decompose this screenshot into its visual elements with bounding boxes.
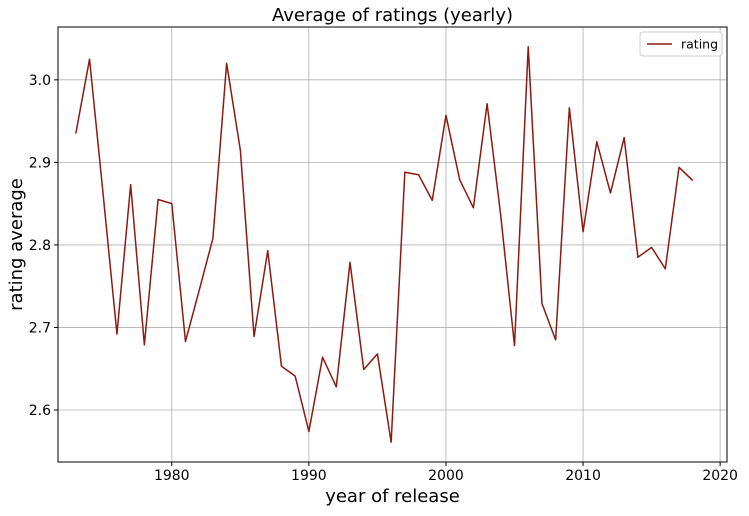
data-point	[102, 194, 105, 197]
x-tick-label: 2020	[702, 468, 738, 484]
x-axis-label: year of release	[325, 486, 460, 507]
y-axis-label: rating average	[6, 178, 27, 311]
data-point	[431, 199, 434, 202]
data-point	[568, 106, 571, 109]
data-point	[294, 375, 297, 378]
legend-box	[639, 31, 723, 57]
data-point	[280, 365, 283, 368]
data-point	[335, 385, 338, 388]
grid-lines	[58, 27, 727, 462]
y-tick-label: 2.6	[29, 403, 51, 419]
legend: rating	[639, 31, 723, 57]
y-tick-label: 2.7	[29, 320, 51, 336]
data-point	[253, 335, 256, 338]
data-point	[650, 246, 653, 249]
data-point	[239, 148, 242, 151]
data-point	[225, 62, 228, 65]
y-tick-label: 2.8	[29, 238, 51, 254]
data-point	[198, 289, 201, 292]
data-point	[403, 171, 406, 174]
data-point	[170, 202, 173, 205]
data-point	[115, 333, 118, 336]
data-point	[664, 267, 667, 270]
data-point	[595, 140, 598, 143]
data-point	[486, 102, 489, 105]
data-point	[157, 198, 160, 201]
axis-ticks: 1980 1990 2000 2010 2020 2.6 2.7 2.8 2.9 3.0	[29, 73, 738, 484]
x-tick-label: 2000	[428, 468, 464, 484]
data-point	[499, 215, 502, 218]
data-point	[623, 136, 626, 139]
data-point	[390, 441, 393, 444]
data-point	[636, 256, 639, 259]
data-point	[321, 356, 324, 359]
data-point	[513, 344, 516, 347]
data-point	[582, 230, 585, 233]
chart-title: Average of ratings (yearly)	[272, 5, 513, 26]
data-point	[74, 132, 77, 135]
series-line-rating	[75, 46, 694, 443]
data-point	[444, 114, 447, 117]
data-point	[527, 45, 530, 48]
data-point	[554, 338, 557, 341]
data-point	[143, 343, 146, 346]
plot-area-frame	[57, 26, 728, 463]
data-point	[307, 430, 310, 433]
x-tick-label: 1990	[291, 468, 327, 484]
data-point	[472, 206, 475, 209]
x-tick-label: 2010	[565, 468, 601, 484]
data-point	[691, 179, 694, 182]
data-point	[211, 237, 214, 240]
y-tick-label: 3.0	[29, 73, 51, 89]
data-point	[609, 191, 612, 194]
data-point	[376, 352, 379, 355]
data-point	[266, 249, 269, 252]
data-series-layer	[74, 45, 694, 444]
data-point	[362, 368, 365, 371]
x-tick-label: 1980	[154, 468, 190, 484]
y-tick-label: 2.9	[29, 155, 51, 171]
data-point	[88, 58, 91, 61]
data-point	[678, 166, 681, 169]
data-point	[349, 261, 352, 264]
legend-label-rating: rating	[681, 37, 718, 52]
data-point	[129, 183, 132, 186]
data-point	[417, 173, 420, 176]
data-point	[540, 302, 543, 305]
data-point	[184, 340, 187, 343]
data-point	[458, 178, 461, 181]
